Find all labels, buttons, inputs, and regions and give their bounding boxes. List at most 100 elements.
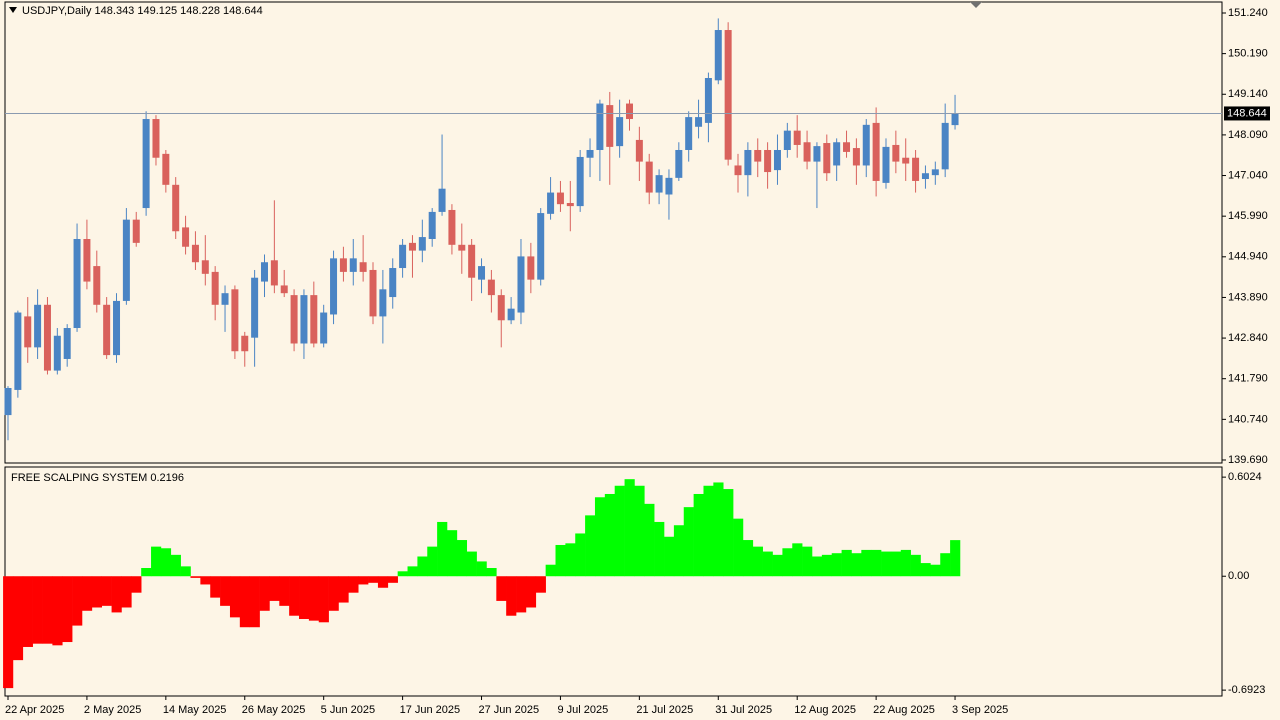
y-tick-label: 143.890: [1228, 291, 1268, 303]
candle-body: [152, 119, 160, 158]
histogram-bar: [881, 551, 892, 577]
histogram-bar: [160, 548, 172, 577]
histogram-bar: [900, 549, 911, 577]
histogram-bar: [644, 503, 655, 577]
histogram-bar: [141, 568, 152, 577]
candle-body: [438, 188, 446, 212]
candle-body: [517, 256, 525, 313]
candle-body: [507, 308, 515, 321]
candle-body: [270, 260, 278, 286]
candle-body: [616, 117, 624, 147]
histogram-bar: [190, 576, 201, 578]
candle-body: [892, 144, 900, 162]
x-tick-label: 5 Jun 2025: [321, 704, 375, 716]
histogram-bar: [930, 564, 941, 577]
candle-body: [310, 295, 318, 344]
histogram-bar: [614, 485, 625, 577]
histogram-bar: [950, 540, 961, 577]
histogram-bar: [180, 566, 191, 577]
histogram-bar: [733, 518, 744, 577]
histogram-bar: [151, 546, 162, 577]
candle-body: [931, 169, 939, 176]
candle-body: [823, 143, 831, 174]
candle-body: [783, 130, 791, 150]
candle-body: [399, 244, 407, 269]
histogram-bar: [762, 551, 773, 577]
histogram-bar: [456, 540, 468, 577]
candle-body: [635, 139, 643, 162]
x-tick-label: 22 Apr 2025: [5, 704, 64, 716]
candle-body: [724, 30, 732, 160]
histogram-bar: [269, 576, 280, 601]
histogram-bar: [358, 576, 369, 585]
histogram-bar: [476, 561, 487, 577]
candle-body: [951, 113, 959, 126]
candle-body: [260, 262, 268, 282]
histogram-bar: [299, 576, 310, 620]
histogram-bar: [831, 553, 842, 577]
histogram-bar: [259, 576, 270, 611]
candle-body: [251, 277, 259, 338]
histogram-bar: [289, 576, 300, 616]
candle-body: [448, 209, 456, 245]
histogram-bar: [940, 553, 951, 577]
histogram-bar: [871, 549, 882, 577]
histogram-bar: [42, 576, 53, 644]
candle-body: [83, 239, 91, 282]
candle-body: [902, 157, 910, 164]
candle-body: [24, 316, 32, 348]
histogram-bar: [752, 546, 763, 577]
histogram-bar: [210, 576, 221, 598]
candle-body: [63, 328, 71, 359]
candle-body: [182, 227, 190, 247]
candle-body: [882, 146, 890, 183]
histogram-bar: [555, 544, 566, 577]
y-tick-label: 0.00: [1228, 570, 1249, 582]
histogram-bar: [377, 576, 389, 588]
menu-arrow[interactable]: [9, 7, 17, 13]
candle-body: [625, 103, 633, 120]
candle-body: [103, 304, 111, 356]
histogram-bar: [397, 571, 408, 577]
histogram-bar: [575, 533, 586, 577]
indicator-title: FREE SCALPING SYSTEM 0.2196: [11, 472, 184, 484]
histogram-bar: [545, 564, 556, 577]
histogram-bar: [338, 576, 349, 603]
histogram-bar: [3, 576, 14, 689]
histogram-bar: [446, 530, 458, 577]
histogram-bar: [713, 482, 724, 577]
shift-marker: [970, 2, 982, 8]
candle-body: [389, 268, 397, 298]
candle-body: [862, 124, 870, 166]
candle-body: [14, 312, 22, 390]
histogram-bar: [131, 576, 142, 593]
histogram-bar: [170, 554, 181, 577]
candle-body: [132, 219, 140, 243]
candle-body: [330, 258, 338, 315]
chart-title: USDJPY,Daily 148.343 149.125 148.228 148…: [22, 5, 263, 17]
histogram-bar: [535, 576, 546, 593]
y-tick-label: 148.090: [1228, 129, 1268, 141]
x-tick-label: 22 Aug 2025: [873, 704, 935, 716]
histogram-bar: [920, 563, 931, 577]
histogram-bar: [693, 493, 704, 577]
histogram-bar: [585, 515, 596, 577]
histogram-bar: [229, 576, 241, 618]
histogram-bar: [200, 576, 211, 585]
histogram-bar: [486, 568, 497, 577]
candle-body: [912, 157, 920, 181]
histogram-bar: [604, 493, 615, 577]
histogram-bar: [703, 485, 714, 577]
candle-body: [843, 142, 851, 152]
histogram-bar: [32, 576, 43, 644]
histogram-bar: [72, 576, 83, 626]
histogram-bar: [52, 576, 63, 646]
histogram-bar: [121, 576, 132, 608]
x-tick-label: 3 Sep 2025: [952, 704, 1008, 716]
histogram-bar: [654, 521, 665, 577]
candle-body: [418, 237, 426, 251]
candle-body: [93, 266, 101, 305]
candle-body: [241, 335, 249, 352]
candle-body: [675, 149, 683, 178]
histogram-bar: [437, 521, 448, 577]
